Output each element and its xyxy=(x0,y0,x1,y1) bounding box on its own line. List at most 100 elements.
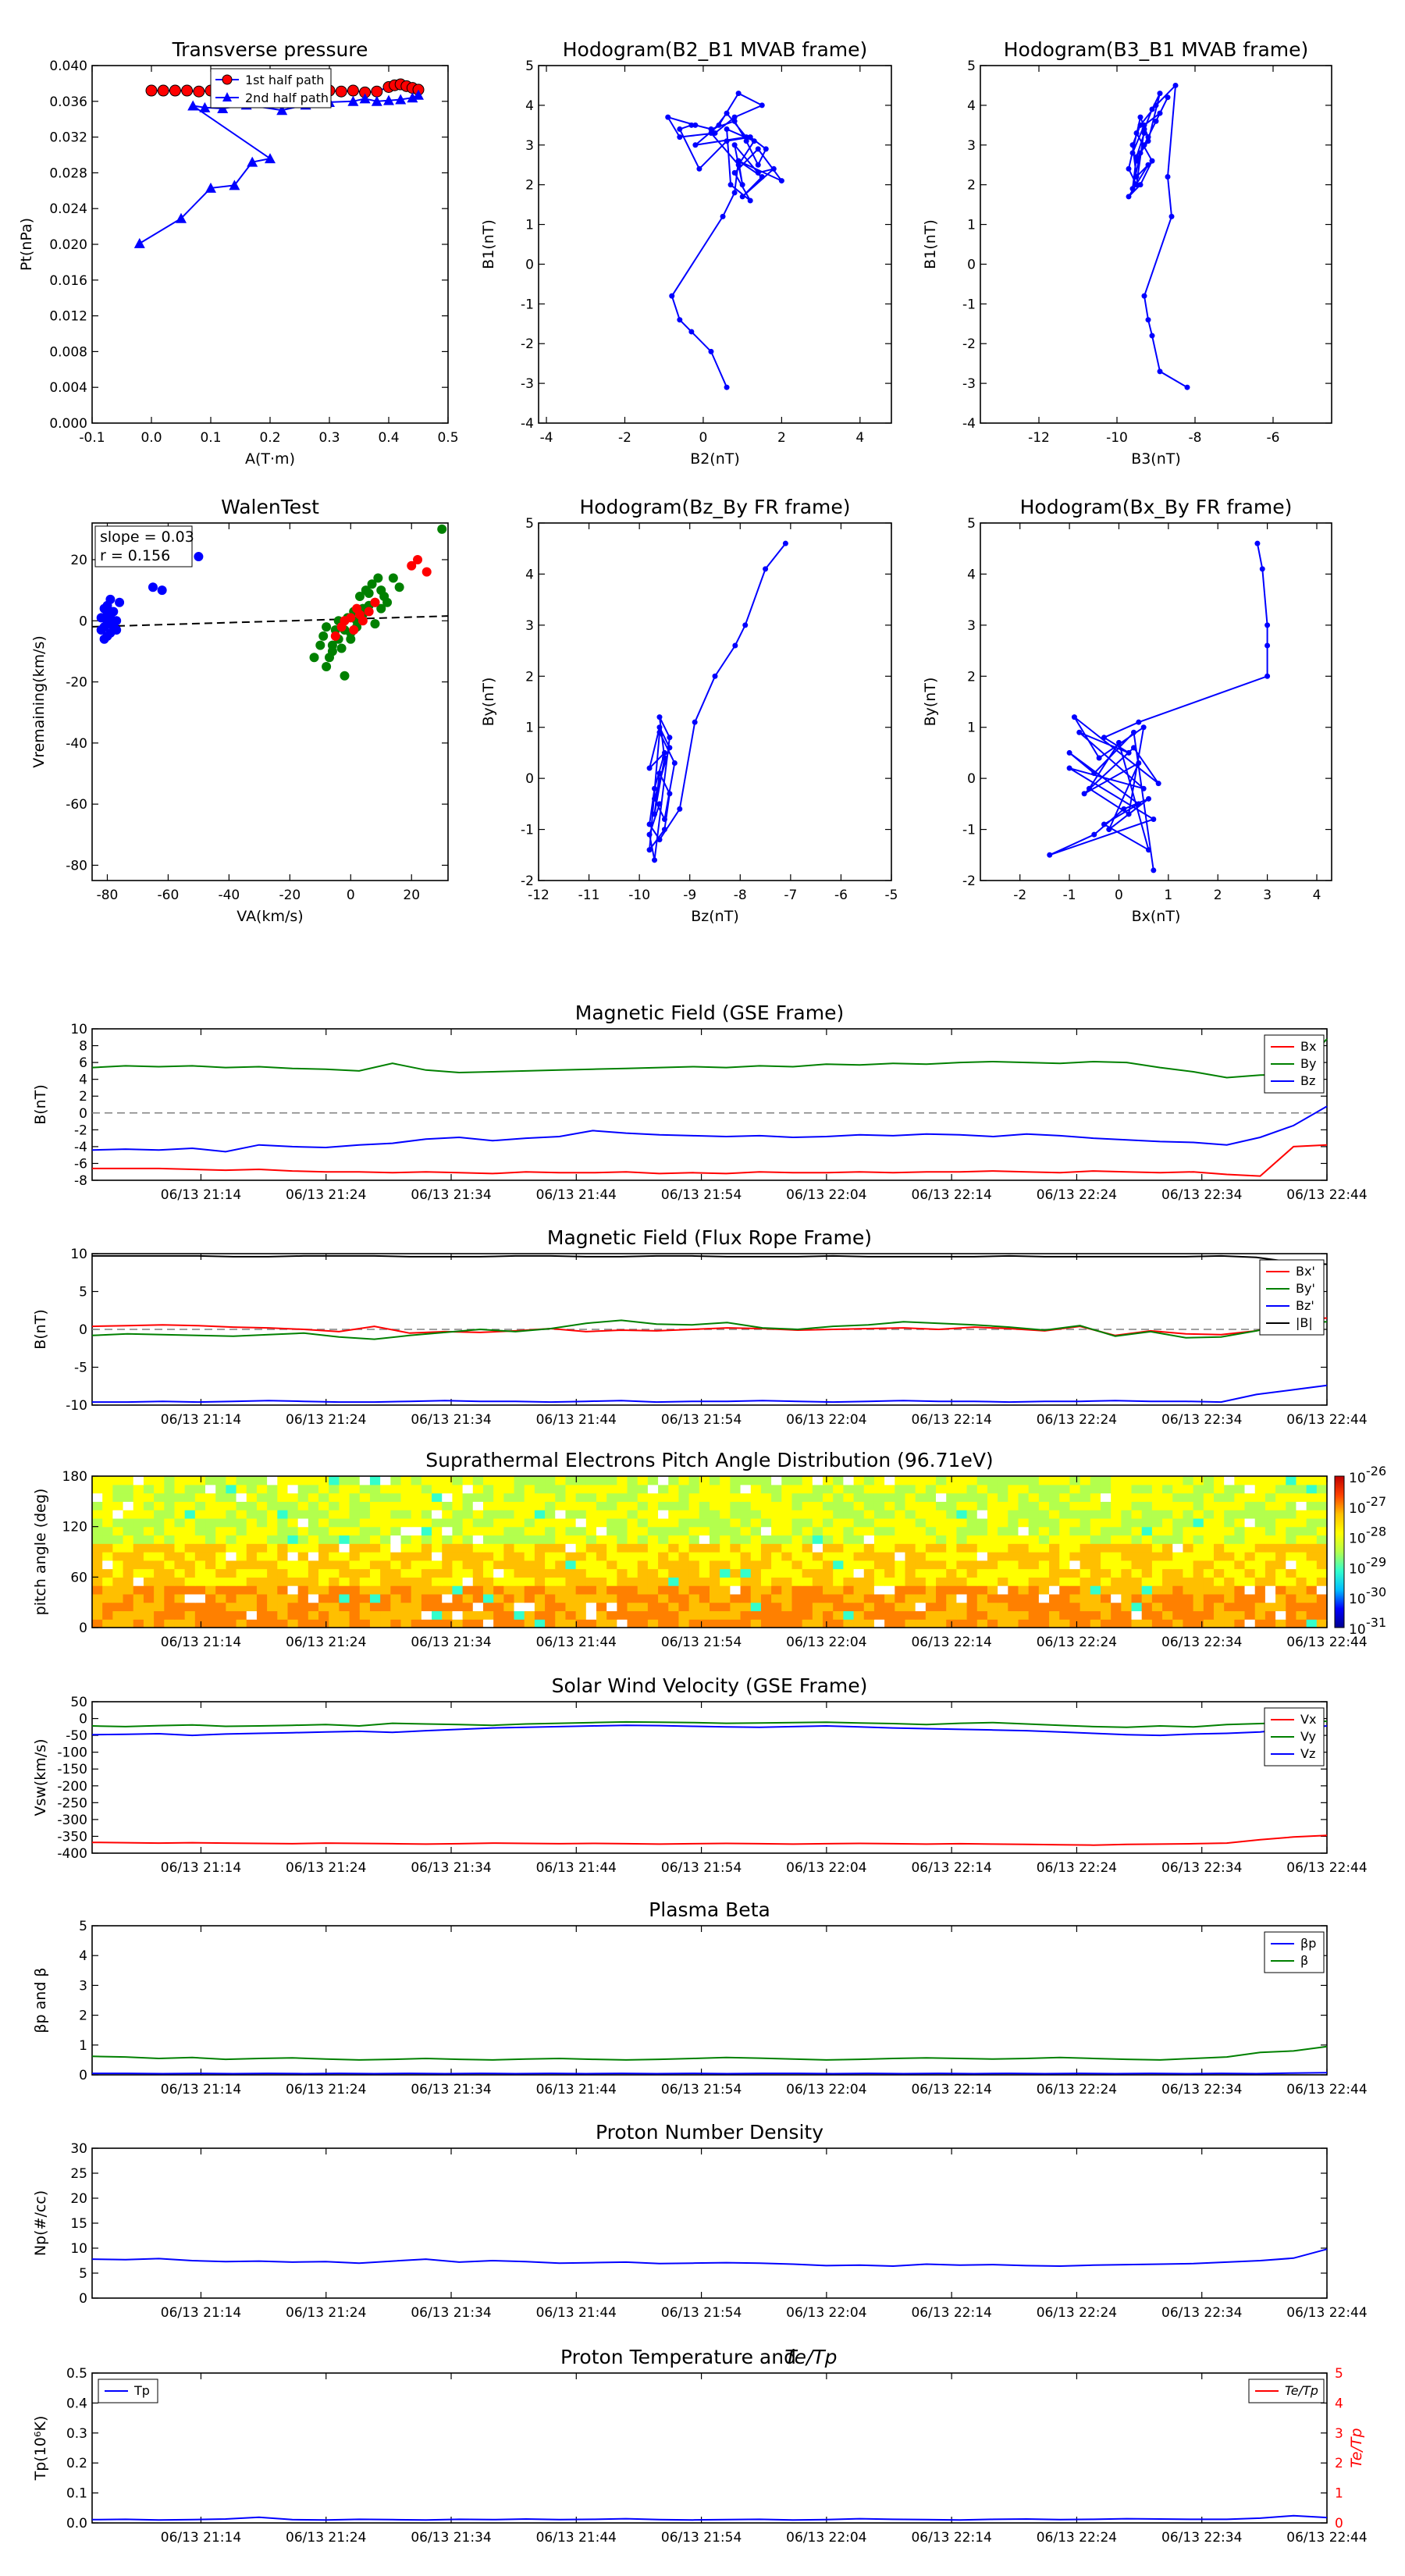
heatmap-cell xyxy=(1018,1619,1030,1628)
heatmap-cell xyxy=(452,1568,464,1578)
heatmap-cell xyxy=(1254,1585,1266,1595)
heatmap-cell xyxy=(1100,1476,1112,1485)
heatmap-cell xyxy=(112,1510,124,1519)
heatmap-cell xyxy=(411,1602,422,1612)
heatmap-cell xyxy=(915,1535,927,1544)
y-tick-label: 60 xyxy=(70,1570,87,1585)
heatmap-cell xyxy=(791,1493,803,1502)
y-tick-label: 4 xyxy=(79,1948,87,1964)
heatmap-cell xyxy=(843,1535,855,1544)
heatmap-cell xyxy=(915,1543,927,1553)
heatmap-cell xyxy=(585,1610,597,1620)
data-point xyxy=(1106,827,1112,833)
heatmap-cell xyxy=(297,1517,309,1528)
heatmap-cell xyxy=(710,1543,720,1553)
heatmap-cell xyxy=(843,1602,855,1612)
heatmap-cell xyxy=(699,1585,710,1595)
y-tick-label: 10 xyxy=(70,1022,87,1037)
heatmap-cell xyxy=(1234,1585,1246,1595)
x-tick-label: 4 xyxy=(1313,888,1321,903)
heatmap-cell xyxy=(442,1593,454,1603)
heatmap-cell xyxy=(987,1619,998,1628)
heatmap-cell xyxy=(658,1585,669,1595)
heatmap-cell xyxy=(112,1560,124,1570)
heatmap-cell xyxy=(1028,1577,1040,1586)
data-point xyxy=(652,857,658,863)
heatmap-cell xyxy=(1296,1585,1307,1595)
mag_gse-axes-frame xyxy=(91,1028,1328,1181)
heatmap-cell xyxy=(1275,1593,1286,1603)
heatmap-cell xyxy=(606,1585,617,1595)
heatmap-cell xyxy=(349,1560,361,1570)
heatmap-cell xyxy=(873,1552,885,1561)
heatmap-cell xyxy=(184,1593,196,1603)
heatmap-cell xyxy=(771,1501,782,1510)
heatmap-cell xyxy=(112,1593,124,1603)
heatmap-cell xyxy=(1080,1476,1091,1485)
data-point xyxy=(667,735,673,741)
heatmap-cell xyxy=(895,1568,906,1578)
x-tick-label: 0 xyxy=(347,888,355,903)
heatmap-cell xyxy=(143,1476,155,1485)
y-tick-label: 10 xyxy=(70,2241,87,2257)
heatmap-cell xyxy=(154,1552,165,1561)
heatmap-cell xyxy=(143,1517,155,1528)
heatmap-cell xyxy=(1018,1543,1030,1553)
heatmap-cell xyxy=(400,1510,412,1519)
heatmap-cell xyxy=(1069,1552,1081,1561)
heatmap-cell xyxy=(123,1593,134,1603)
heatmap-cell xyxy=(524,1610,535,1620)
heatmap-cell xyxy=(154,1535,165,1544)
heatmap-cell xyxy=(884,1517,895,1528)
data-point xyxy=(1047,852,1053,858)
heatmap-cell xyxy=(710,1535,720,1544)
heatmap-cell xyxy=(1162,1493,1173,1502)
y-tick-label: 0.024 xyxy=(49,201,87,217)
heatmap-cell xyxy=(287,1517,299,1528)
heatmap-cell xyxy=(277,1602,289,1612)
heatmap-cell xyxy=(833,1484,844,1494)
heatmap-cell xyxy=(1059,1484,1071,1494)
heatmap-cell xyxy=(1008,1543,1019,1553)
y-tick-label: -10 xyxy=(66,1398,87,1414)
data-point xyxy=(656,724,663,731)
heatmap-cell xyxy=(1224,1484,1235,1494)
heatmap-cell xyxy=(863,1476,875,1485)
heatmap-cell xyxy=(390,1552,402,1561)
time-tick-label: 06/13 21:14 xyxy=(161,2082,241,2097)
heatmap-cell xyxy=(205,1501,216,1510)
heatmap-cell xyxy=(452,1610,464,1620)
heatmap-cell xyxy=(1183,1517,1194,1528)
heatmap-cell xyxy=(246,1543,258,1553)
y-tick-label: 25 xyxy=(70,2166,87,2182)
heatmap-cell xyxy=(524,1493,535,1502)
heatmap-cell xyxy=(710,1484,720,1494)
heatmap-cell xyxy=(1172,1476,1184,1485)
heatmap-cell xyxy=(339,1484,350,1494)
heatmap-cell xyxy=(760,1577,772,1586)
heatmap-cell xyxy=(246,1610,258,1620)
heatmap-cell xyxy=(236,1610,247,1620)
heatmap-cell xyxy=(905,1593,916,1603)
x-tick-label: -6 xyxy=(1267,430,1280,446)
heatmap-cell xyxy=(976,1493,988,1502)
heatmap-cell xyxy=(112,1543,124,1553)
heatmap-cell xyxy=(585,1535,597,1544)
heatmap-cell xyxy=(843,1585,855,1595)
heatmap-cell xyxy=(617,1543,628,1553)
heatmap-cell xyxy=(555,1568,567,1578)
heatmap-cell xyxy=(143,1535,155,1544)
heatmap-cell xyxy=(1275,1585,1286,1595)
heatmap-cell xyxy=(1213,1476,1225,1485)
heatmap-cell xyxy=(760,1568,772,1578)
heatmap-cell xyxy=(1275,1602,1286,1612)
heatmap-cell xyxy=(740,1543,752,1553)
heatmap-cell xyxy=(123,1585,134,1595)
heatmap-cell xyxy=(1296,1602,1307,1612)
heatmap-cell xyxy=(833,1560,844,1570)
heatmap-cell xyxy=(730,1610,742,1620)
heatmap-cell xyxy=(617,1493,628,1502)
heatmap-cell xyxy=(534,1543,546,1553)
heatmap-cell xyxy=(1234,1543,1246,1553)
heatmap-cell xyxy=(143,1493,155,1502)
